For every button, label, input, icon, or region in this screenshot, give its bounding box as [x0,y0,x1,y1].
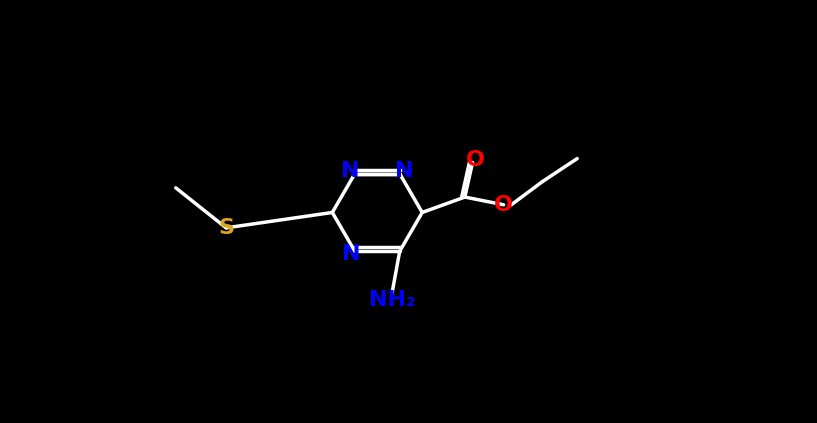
Text: N: N [395,162,413,181]
Text: O: O [494,195,513,215]
Text: N: N [342,244,361,264]
Text: NH₂: NH₂ [368,290,415,310]
Text: N: N [341,162,359,181]
Text: O: O [467,150,485,170]
Text: S: S [218,218,234,238]
